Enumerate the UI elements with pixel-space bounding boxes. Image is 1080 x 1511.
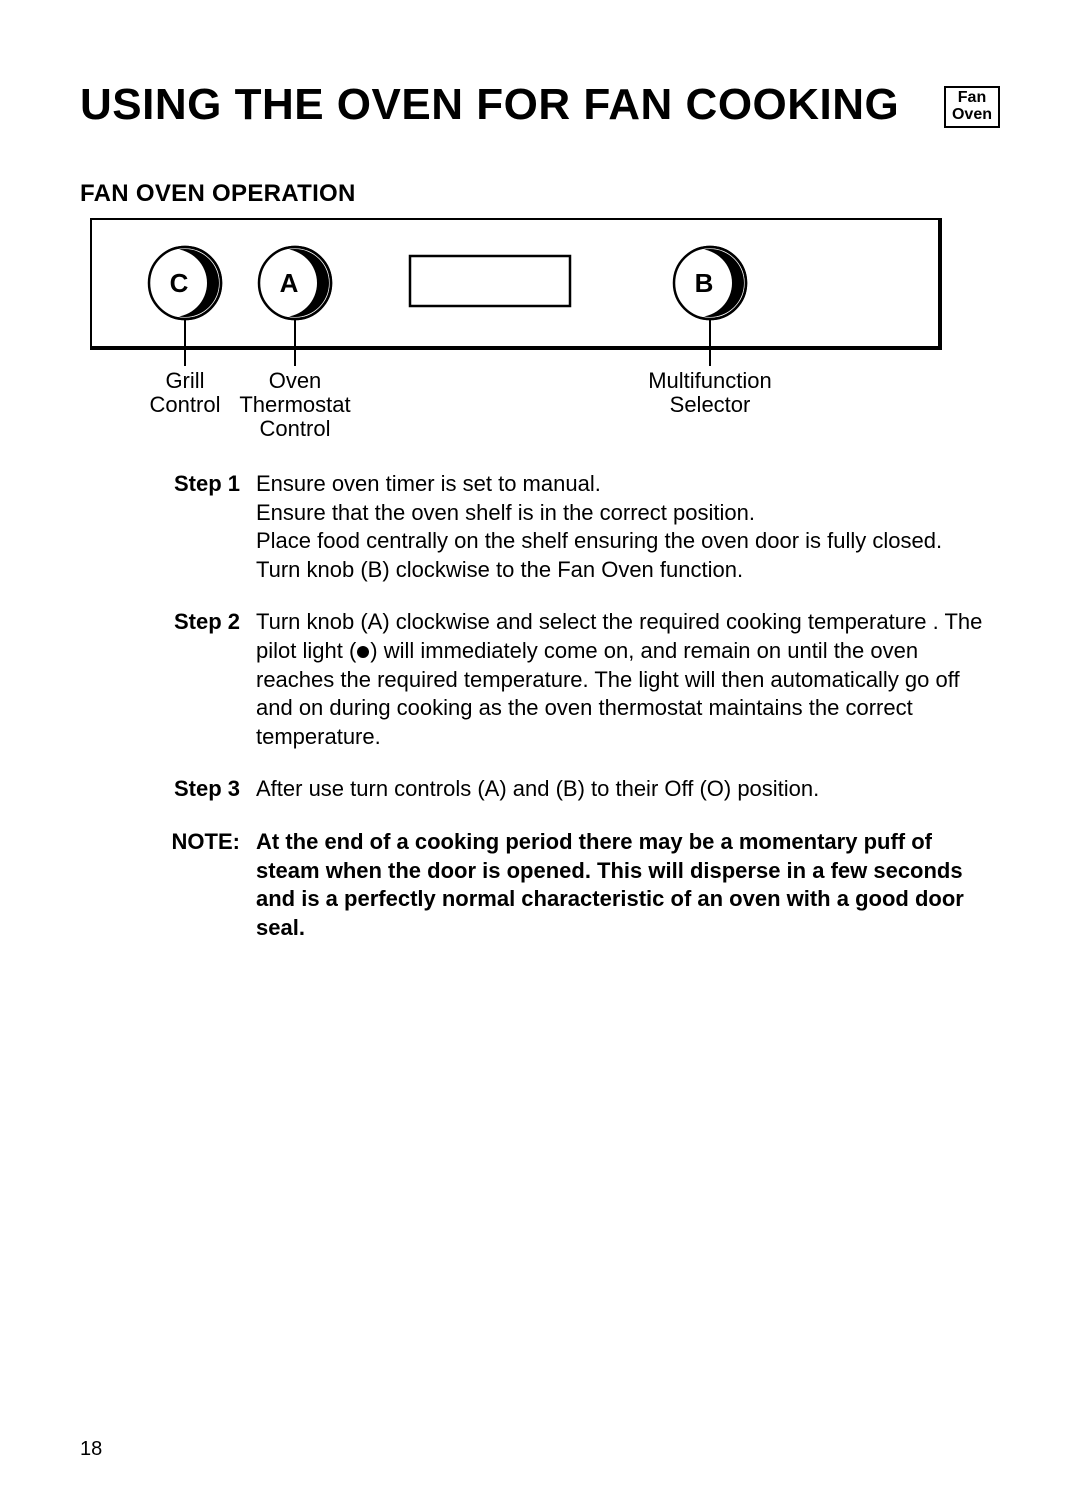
callout-A-line0: Oven — [269, 368, 322, 393]
pilot-light-icon — [357, 646, 369, 658]
step-line: After use turn controls (A) and (B) to t… — [256, 775, 990, 804]
step-line: Turn knob (A) clockwise and select the r… — [256, 608, 990, 751]
callout-C-line1: Control — [150, 392, 221, 417]
control-panel-diagram: CGrillControlAOvenThermostatControlBMult… — [90, 218, 1000, 458]
step-label: Step 3 — [150, 775, 256, 804]
callout-A-line2: Control — [260, 416, 331, 441]
knob-B-label: B — [695, 268, 714, 298]
step-row: NOTE:At the end of a cooking period ther… — [150, 828, 990, 942]
step-label: Step 1 — [150, 470, 256, 584]
callout-C-line0: Grill — [165, 368, 204, 393]
callout-A-line1: Thermostat — [239, 392, 350, 417]
step-row: Step 3After use turn controls (A) and (B… — [150, 775, 990, 804]
step-body: After use turn controls (A) and (B) to t… — [256, 775, 990, 804]
panel-svg: CGrillControlAOvenThermostatControlBMult… — [90, 218, 990, 458]
badge-line-1: Fan — [952, 90, 992, 107]
step-line: Ensure that the oven shelf is in the cor… — [256, 499, 990, 528]
step-label: Step 2 — [150, 608, 256, 751]
knob-C-label: C — [170, 268, 189, 298]
step-body: Ensure oven timer is set to manual.Ensur… — [256, 470, 990, 584]
page-title: USING THE OVEN FOR FAN COOKING — [80, 80, 899, 130]
callout-B-line0: Multifunction — [648, 368, 772, 393]
steps-list: Step 1Ensure oven timer is set to manual… — [150, 470, 990, 942]
manual-page: USING THE OVEN FOR FAN COOKING Fan Oven … — [0, 0, 1080, 1511]
step-row: Step 2Turn knob (A) clockwise and select… — [150, 608, 990, 751]
fan-oven-badge: Fan Oven — [944, 86, 1000, 128]
step-line: Place food centrally on the shelf ensuri… — [256, 527, 990, 556]
note-text: At the end of a cooking period there may… — [256, 828, 990, 942]
step-row: Step 1Ensure oven timer is set to manual… — [150, 470, 990, 584]
section-subtitle: FAN OVEN OPERATION — [80, 180, 1000, 208]
step-line: Ensure oven timer is set to manual. — [256, 470, 990, 499]
title-row: USING THE OVEN FOR FAN COOKING Fan Oven — [80, 80, 1000, 130]
step-body: Turn knob (A) clockwise and select the r… — [256, 608, 990, 751]
step-body: At the end of a cooking period there may… — [256, 828, 990, 942]
callout-B-line1: Selector — [670, 392, 751, 417]
step-line: Turn knob (B) clockwise to the Fan Oven … — [256, 556, 990, 585]
badge-line-2: Oven — [952, 107, 992, 124]
knob-A-label: A — [280, 268, 299, 298]
step-label: NOTE: — [150, 828, 256, 942]
page-number: 18 — [80, 1438, 102, 1461]
